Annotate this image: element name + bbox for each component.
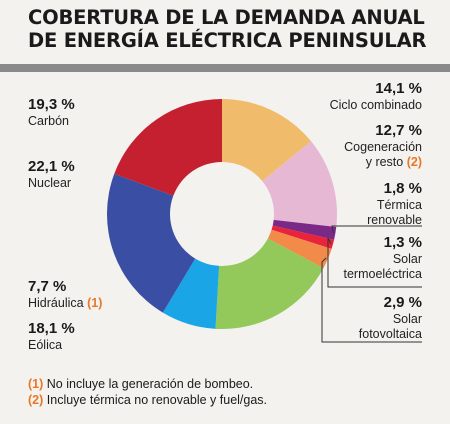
label-nuclear: 22,1 % Nuclear [28, 158, 75, 191]
name-eolica: Eólica [28, 338, 63, 352]
slice-hidraulica [162, 258, 220, 329]
name-cogeneracion-line-2: y resto (2) [344, 155, 422, 170]
name-hidraulica: Hidráulica (1) [28, 296, 102, 311]
note-ref-2: (2) [406, 155, 422, 169]
note-ref-1: (1) [87, 296, 103, 310]
label-hidraulica: 7,7 % Hidráulica (1) [28, 278, 102, 311]
value-cogeneracion: 12,7 % [375, 122, 422, 139]
name-termica-renovable-line-1: Térmica [376, 198, 422, 212]
chart-title: COBERTURA DE LA DEMANDA ANUAL DE ENERGÍA… [28, 6, 443, 52]
slice-nuclear [107, 173, 196, 313]
leader-solar-fotovoltaica [321, 257, 422, 343]
label-eolica: 18,1 % Eólica [28, 320, 75, 353]
name-solar-termoelectrica-line-1: Solar [392, 252, 422, 266]
slice-carbon [114, 99, 222, 196]
title-divider-bar [0, 64, 450, 72]
label-solar-fotovoltaica: 2,9 % Solar fotovoltaica [359, 294, 422, 342]
label-termica-renovable: 1,8 % Térmica renovable [367, 180, 422, 228]
name-nuclear: Nuclear [28, 176, 72, 190]
chart-title-line-2: DE ENERGÍA ELÉCTRICA PENINSULAR [28, 29, 427, 52]
value-nuclear: 22,1 % [28, 158, 75, 175]
chart-title-line-1: COBERTURA DE LA DEMANDA ANUAL [28, 6, 425, 29]
value-solar-termoelectrica: 1,3 % [383, 234, 422, 251]
name-cogeneracion-line-2-text: y resto [365, 155, 404, 169]
leader-termica-renovable [331, 225, 422, 234]
footnote-1-number: (1) [28, 377, 44, 391]
label-ciclo-combinado: 14,1 % Ciclo combinado [330, 80, 422, 113]
slice-ciclo-combinado [222, 99, 312, 182]
slice-cogeneracion-y-resto [262, 141, 337, 227]
footnote-2-number: (2) [28, 393, 44, 407]
value-carbon: 19,3 % [28, 96, 75, 113]
name-carbon: Carbón [28, 114, 69, 128]
name-termica-renovable-line-2: renovable [367, 213, 422, 227]
value-hidraulica: 7,7 % [28, 278, 67, 295]
name-cogeneracion-line-1: Cogeneración [344, 140, 422, 154]
name-solar-termoelectrica-line-2: termoeléctrica [343, 267, 423, 281]
value-eolica: 18,1 % [28, 320, 75, 337]
label-solar-termoelectrica: 1,3 % Solar termoeléctrica [344, 234, 423, 282]
name-solar-fotovoltaica-line-2: fotovoltaica [358, 327, 422, 341]
slice-eolica [215, 238, 324, 329]
footnote-1: (1) No incluye la generación de bombeo. [28, 376, 267, 392]
name-hidraulica-text: Hidráulica [28, 296, 84, 310]
value-ciclo-combinado: 14,1 % [375, 80, 422, 97]
value-solar-fotovoltaica: 2,9 % [383, 294, 422, 311]
footnote-2: (2) Incluye térmica no renovable y fuel/… [28, 392, 267, 408]
value-termica-renovable: 1,8 % [383, 180, 422, 197]
footnote-2-text: Incluye térmica no renovable y fuel/gas. [46, 393, 268, 407]
footnotes: (1) No incluye la generación de bombeo. … [28, 376, 267, 408]
label-carbon: 19,3 % Carbón [28, 96, 75, 129]
name-ciclo-combinado: Ciclo combinado [329, 98, 422, 112]
footnote-1-text: No incluye la generación de bombeo. [46, 377, 254, 391]
slice-solar-fotovoltaica [267, 229, 332, 269]
label-cogeneracion: 12,7 % Cogeneración y resto (2) [344, 122, 422, 170]
slice-solar-termoelectrica [271, 225, 335, 249]
name-solar-fotovoltaica-line-1: Solar [392, 312, 422, 326]
slice-termica-renovable [272, 219, 337, 240]
leader-solar-termoelectrica [327, 237, 422, 288]
